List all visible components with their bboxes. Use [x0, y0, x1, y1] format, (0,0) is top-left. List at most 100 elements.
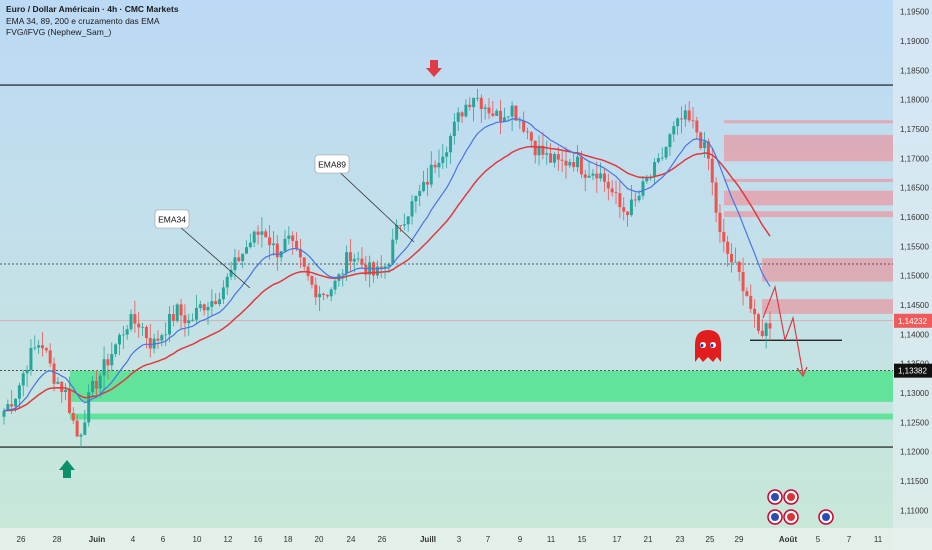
candle-body — [6, 404, 10, 411]
ghost-icon — [695, 330, 721, 362]
candle-body — [214, 301, 218, 305]
candle-body — [133, 314, 137, 324]
candle-body — [75, 420, 79, 437]
economic-event-flag — [787, 493, 795, 501]
price-axis-tick: 1,17500 — [900, 125, 929, 134]
candle-body — [452, 121, 456, 137]
candle-body — [425, 181, 429, 185]
candle-body — [633, 199, 637, 201]
candle-body — [314, 284, 318, 298]
candle-body — [183, 315, 187, 324]
candle-body — [264, 231, 268, 238]
candle-body — [464, 104, 468, 117]
candle-body — [710, 158, 714, 183]
candle-body — [202, 304, 206, 311]
candle-body — [468, 104, 472, 108]
ema89-annotation-box — [314, 154, 350, 174]
candle-body — [525, 131, 529, 133]
price-axis — [893, 0, 932, 550]
candle-body — [564, 160, 568, 166]
candle-body — [221, 287, 225, 300]
candle-body — [391, 239, 395, 265]
candle-body — [252, 231, 256, 243]
candle-body — [298, 248, 302, 258]
candle-body — [449, 136, 453, 153]
candle-body — [198, 304, 202, 308]
candle-body — [171, 314, 175, 321]
time-axis-tick: 12 — [224, 535, 233, 544]
ema89-annotation-label: EMA89 — [318, 160, 346, 170]
price-axis-tick: 1,19500 — [900, 8, 929, 17]
candle-body — [256, 231, 260, 235]
price-axis-tick: 1,18500 — [900, 66, 929, 75]
candle-body — [760, 330, 764, 337]
candle-body — [429, 164, 433, 185]
candle-body — [52, 363, 56, 384]
candle-body — [156, 338, 160, 341]
candle-body — [587, 175, 591, 178]
time-axis-tick: Juin — [89, 535, 106, 544]
candle-body — [29, 348, 33, 370]
candle-body — [206, 306, 210, 311]
candle-body — [44, 348, 48, 351]
candle-body — [137, 323, 141, 328]
time-axis-tick: 6 — [161, 535, 166, 544]
candle-body — [194, 307, 198, 320]
candle-body — [691, 120, 695, 122]
candle-body — [110, 354, 114, 366]
candle-body — [506, 116, 510, 118]
candle-body — [356, 258, 360, 260]
candle-body — [441, 156, 445, 163]
candle-body — [568, 162, 572, 166]
candle-body — [668, 134, 672, 148]
candle-body — [676, 118, 680, 127]
candle-body — [271, 243, 275, 246]
candle-body — [71, 413, 75, 421]
price-axis-tick: 1,19000 — [900, 37, 929, 46]
price-axis-tick: 1,12000 — [900, 448, 929, 457]
candle-body — [398, 225, 402, 226]
candle-body — [487, 107, 491, 114]
candle-body — [714, 182, 718, 213]
candle-body — [749, 295, 753, 309]
candle-body — [191, 319, 195, 321]
candle-body — [287, 235, 291, 239]
candle-body — [94, 380, 98, 389]
candle-body — [87, 392, 91, 423]
candle-body — [329, 289, 333, 297]
price-axis-tick: 1,18000 — [900, 96, 929, 105]
candle-body — [310, 275, 314, 285]
candle-body — [325, 295, 329, 297]
level-price-tag — [894, 363, 932, 378]
time-axis-tick: 21 — [644, 535, 653, 544]
green-up-arrow — [59, 460, 75, 478]
candle-body — [283, 238, 287, 252]
current-price-tag — [894, 313, 932, 328]
supply-zone — [762, 299, 893, 314]
supply-zone — [724, 134, 893, 162]
candle-body — [533, 140, 537, 156]
candle-body — [225, 276, 229, 288]
time-axis-tick: 17 — [613, 535, 622, 544]
candle-body — [414, 195, 418, 202]
red-down-arrow — [426, 60, 442, 77]
candle-body — [556, 154, 560, 160]
candle-body — [545, 153, 549, 155]
candle-body — [529, 132, 533, 141]
projection-arrowhead — [796, 366, 808, 378]
candle-body — [187, 320, 191, 324]
candle-body — [606, 181, 610, 189]
candle-body — [117, 334, 121, 345]
candle-body — [756, 314, 760, 331]
supply-zone — [724, 178, 893, 182]
price-axis-tick: 1,16500 — [900, 184, 929, 193]
candle-body — [495, 110, 499, 116]
candle-body — [679, 118, 683, 120]
candle-body — [703, 141, 707, 149]
candle-body — [422, 181, 426, 192]
time-axis-tick: 3 — [457, 535, 462, 544]
time-axis-tick: 20 — [315, 535, 324, 544]
candle-body — [375, 266, 379, 276]
